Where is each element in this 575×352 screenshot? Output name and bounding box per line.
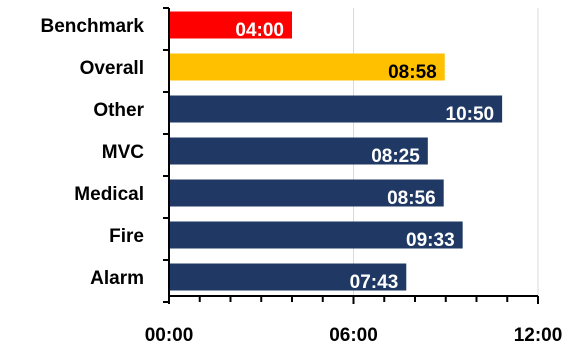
category-label-medical: Medical [74, 184, 144, 205]
bar-benchmark [169, 11, 292, 39]
bar-medical [169, 179, 444, 207]
value-label-fire: 09:33 [406, 230, 455, 251]
x-tick-label-12-00: 12:00 [514, 325, 563, 346]
bar-other [169, 95, 503, 123]
value-label-other: 10:50 [446, 104, 495, 125]
category-label-benchmark: Benchmark [41, 16, 145, 37]
value-label-alarm: 07:43 [350, 272, 399, 293]
x-tick-label-06-00: 06:00 [329, 325, 378, 346]
category-label-mvc: MVC [102, 142, 145, 163]
category-label-fire: Fire [109, 226, 144, 247]
x-tick-label-00-00: 00:00 [145, 325, 194, 346]
bar-mvc [169, 137, 428, 165]
bar-fire [169, 221, 463, 249]
category-label-alarm: Alarm [90, 268, 144, 289]
category-label-overall: Overall [80, 58, 144, 79]
bar-alarm [169, 263, 407, 291]
value-label-medical: 08:56 [387, 188, 436, 209]
bar-overall [169, 53, 445, 81]
axes [163, 7, 539, 304]
bars [169, 11, 503, 291]
value-label-mvc: 08:25 [371, 146, 420, 167]
category-label-other: Other [93, 100, 144, 121]
value-label-overall: 08:58 [388, 62, 437, 83]
value-label-benchmark: 04:00 [235, 20, 284, 41]
labels: Benchmark 04:00 Overall 08:58 Other 10:50 MVC 0… [41, 16, 563, 346]
